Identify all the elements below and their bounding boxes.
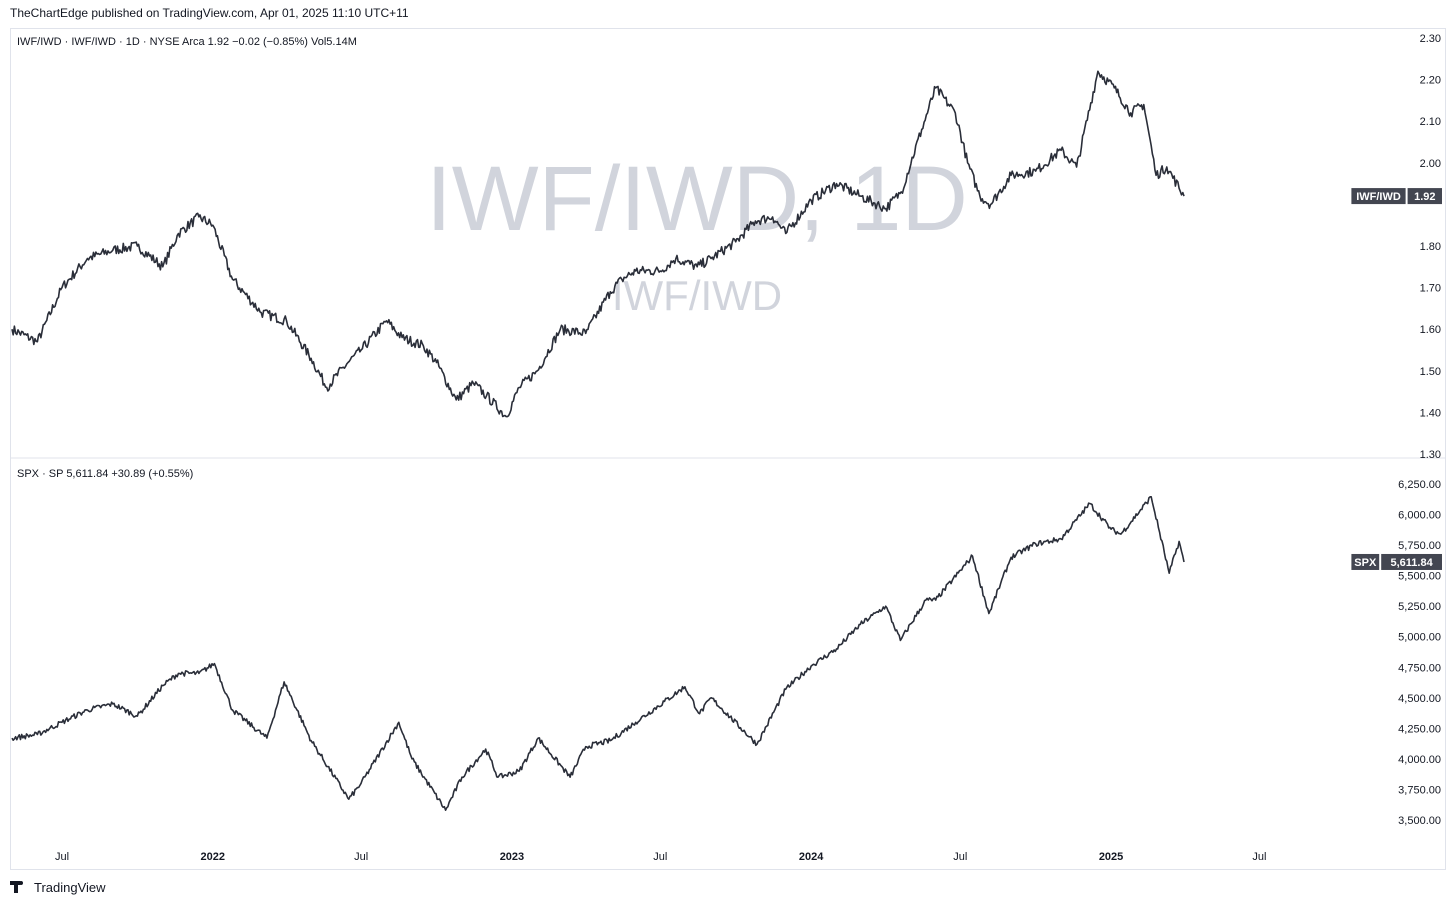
last-price-value: 5,611.84 [1390, 557, 1433, 569]
y-tick-label: 4,500.00 [1398, 693, 1441, 705]
y-tick-label: 1.70 [1420, 283, 1441, 295]
y-tick-label: 6,000.00 [1398, 510, 1441, 522]
series-line [11, 70, 1185, 418]
y-tick-label: 3,750.00 [1398, 784, 1441, 796]
x-tick-label: Jul [354, 851, 368, 863]
series-line [11, 496, 1185, 811]
y-tick-label: 5,500.00 [1398, 571, 1441, 583]
y-tick-label: 2.10 [1420, 116, 1441, 128]
last-price-value-bg [1381, 553, 1442, 570]
x-tick-label: 2022 [201, 851, 225, 863]
x-tick-label: Jul [953, 851, 967, 863]
footer-brand[interactable]: TradingView [34, 879, 106, 895]
x-tick-label: 2024 [799, 851, 824, 863]
series-legend: IWF/IWD · IWF/IWD · 1D · NYSE Arca 1.92 … [17, 36, 357, 48]
y-tick-label: 1.60 [1420, 324, 1441, 336]
y-tick-label: 5,000.00 [1398, 632, 1441, 644]
x-tick-label: Jul [1252, 851, 1266, 863]
y-tick-label: 6,250.00 [1398, 479, 1441, 491]
y-tick-label: 3,500.00 [1398, 815, 1441, 827]
x-tick-label: 2025 [1099, 851, 1123, 863]
series-legend: SPX · SP 5,611.84 +30.89 (+0.55%) [17, 468, 193, 480]
y-tick-label: 2.20 [1420, 75, 1441, 87]
last-price-value: 1.92 [1414, 191, 1435, 203]
y-tick-label: 2.30 [1420, 33, 1441, 45]
y-tick-label: 1.30 [1420, 449, 1441, 461]
y-tick-label: 5,750.00 [1398, 540, 1441, 552]
x-tick-label: Jul [55, 851, 69, 863]
footer: TradingView [10, 879, 106, 895]
y-tick-label: 1.40 [1420, 407, 1441, 419]
publisher-credit: TheChartEdge published on TradingView.co… [10, 6, 409, 20]
x-tick-label: 2023 [500, 851, 524, 863]
watermark-title: IWF/IWD, 1D [426, 148, 968, 250]
series-name-badge-bg [1351, 188, 1406, 205]
y-tick-label: 4,750.00 [1398, 662, 1441, 674]
y-tick-label: 4,000.00 [1398, 754, 1441, 766]
series-name-badge: SPX [1354, 557, 1377, 569]
last-price-value-bg [1407, 188, 1442, 205]
y-tick-label: 5,250.00 [1398, 601, 1441, 613]
y-tick-label: 1.80 [1420, 241, 1441, 253]
y-tick-label: 1.50 [1420, 366, 1441, 378]
watermark-subtitle: IWF/IWD [612, 272, 782, 319]
tradingview-logo-icon[interactable] [10, 881, 28, 893]
y-tick-label: 4,250.00 [1398, 723, 1441, 735]
x-tick-label: Jul [653, 851, 667, 863]
chart-frame [10, 28, 1446, 870]
y-tick-label: 2.00 [1420, 158, 1441, 170]
series-name-badge: IWF/IWD [1356, 191, 1401, 203]
series-name-badge-bg [1351, 553, 1380, 570]
